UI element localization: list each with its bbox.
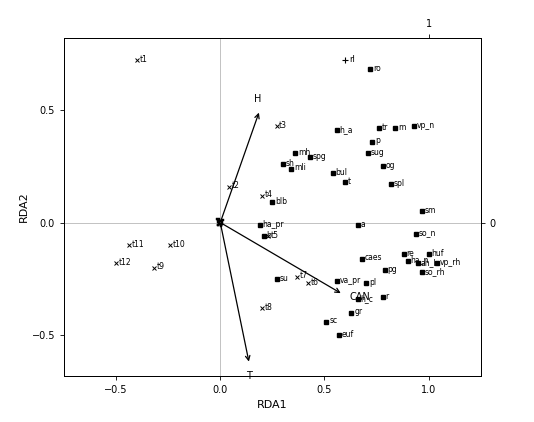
Text: t10: t10 — [173, 240, 186, 249]
Text: so_rh: so_rh — [425, 267, 445, 276]
Text: t3: t3 — [279, 121, 287, 130]
Text: t2: t2 — [231, 181, 239, 190]
Text: huf: huf — [431, 249, 444, 258]
Text: ro: ro — [373, 64, 381, 73]
Text: rl: rl — [349, 55, 355, 64]
Text: t4: t4 — [265, 190, 273, 199]
Text: t11: t11 — [131, 240, 144, 249]
Text: t: t — [348, 177, 351, 186]
Text: m: m — [398, 123, 405, 132]
Text: sc: sc — [329, 316, 337, 325]
Text: euf: euf — [342, 330, 354, 339]
Text: bul: bul — [335, 168, 348, 177]
Text: t1: t1 — [140, 55, 147, 64]
Text: ha_n: ha_n — [411, 256, 429, 265]
Text: su: su — [279, 273, 288, 283]
Text: blb: blb — [275, 197, 287, 206]
Text: gr: gr — [354, 307, 362, 316]
Text: spg: spg — [312, 152, 326, 161]
Text: va_pr: va_pr — [340, 276, 361, 285]
Text: p: p — [375, 136, 380, 145]
Text: mh: mh — [298, 148, 310, 157]
Text: ha_pr: ha_pr — [263, 219, 284, 229]
Text: og: og — [386, 161, 395, 170]
Text: T: T — [247, 371, 253, 381]
Text: ah_b: ah_b — [421, 258, 439, 267]
Text: sug: sug — [371, 148, 384, 157]
Text: pg: pg — [388, 265, 397, 273]
Text: tr: tr — [381, 123, 388, 132]
Text: a: a — [360, 219, 365, 229]
X-axis label: RDA1: RDA1 — [257, 400, 288, 410]
Text: h_a: h_a — [340, 125, 353, 134]
Text: t5: t5 — [271, 231, 279, 240]
Text: CAN: CAN — [349, 292, 370, 302]
Text: mli: mli — [294, 163, 305, 172]
Text: H: H — [254, 95, 262, 104]
Text: sm: sm — [425, 206, 436, 215]
Text: vp_rh: vp_rh — [439, 258, 461, 267]
Text: t7: t7 — [300, 271, 308, 280]
Y-axis label: RDA2: RDA2 — [19, 192, 29, 222]
Text: spl: spl — [394, 179, 405, 188]
Text: caes: caes — [365, 253, 382, 262]
Text: b: b — [266, 231, 272, 240]
Text: so_n: so_n — [419, 229, 436, 238]
Text: h_c: h_c — [360, 294, 373, 303]
Text: t8: t8 — [265, 303, 272, 312]
Text: pl: pl — [369, 278, 376, 287]
Text: vp_n: vp_n — [417, 121, 435, 130]
Text: t6: t6 — [310, 278, 318, 287]
Text: sh: sh — [286, 159, 294, 168]
Text: t12: t12 — [119, 258, 131, 267]
Text: re: re — [406, 249, 414, 258]
Text: r: r — [386, 292, 389, 300]
Text: t9: t9 — [156, 262, 164, 271]
